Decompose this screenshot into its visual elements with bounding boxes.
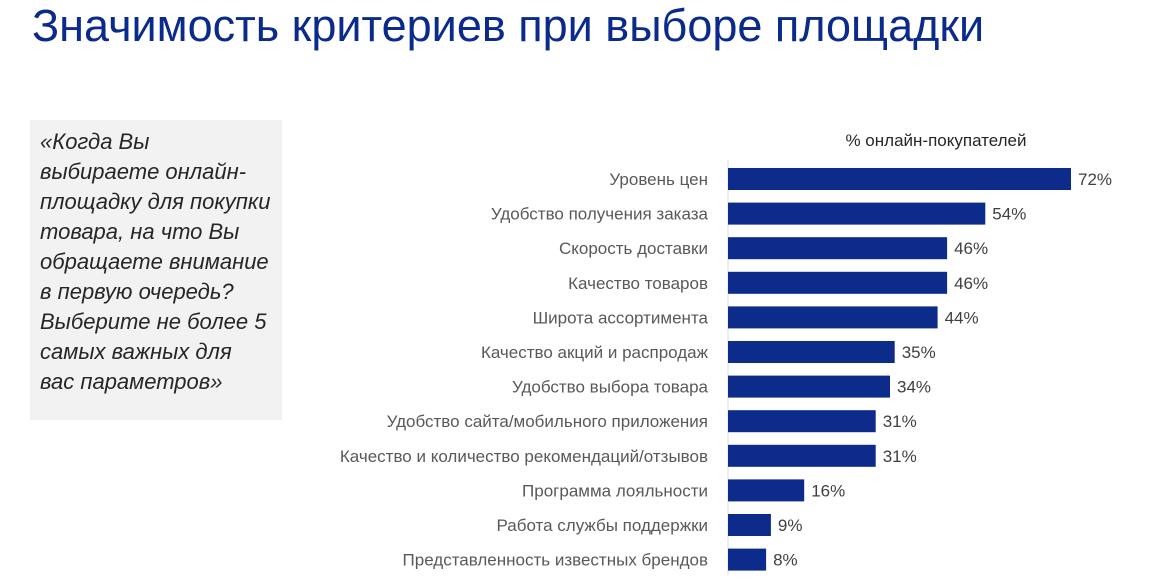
value-label: 8% [773, 551, 798, 570]
category-label: Качество товаров [568, 274, 708, 293]
category-label: Работа службы поддержки [496, 516, 708, 535]
value-label: 72% [1078, 170, 1112, 189]
bar [728, 202, 986, 225]
value-label: 35% [902, 343, 936, 362]
bar [728, 410, 876, 433]
bar [728, 479, 805, 502]
bar [728, 341, 895, 363]
category-label: Представленность известных брендов [403, 551, 708, 570]
category-label: Качество и количество рекомендаций/отзыв… [340, 447, 708, 466]
category-label: Качество акций и распродаж [481, 343, 709, 362]
value-label: 44% [945, 308, 979, 327]
unit-label: % онлайн-покупателей [845, 131, 1026, 150]
category-label: Удобство сайта/мобильного приложения [387, 412, 708, 431]
bar [728, 514, 771, 536]
value-label: 54% [992, 205, 1026, 224]
category-label: Скорость доставки [559, 239, 708, 258]
value-label: 9% [778, 516, 803, 535]
value-label: 16% [811, 481, 845, 500]
value-label: 34% [897, 378, 931, 397]
bars-group: Уровень цен 72% Удобство получения заказа 5… [340, 168, 1112, 571]
category-label: Удобство выбора товара [512, 378, 709, 397]
bar [728, 271, 948, 294]
bar [728, 237, 948, 260]
bar [728, 168, 1071, 190]
survey-question: «Когда Вы выбираете онлайн-площадку для … [40, 129, 271, 394]
bar [728, 548, 767, 571]
value-label: 31% [883, 447, 917, 466]
page-title: Значимость критериев при выборе площадки [32, 0, 985, 51]
bar [728, 375, 890, 398]
category-label: Программа лояльности [522, 481, 708, 500]
bar [728, 306, 938, 329]
category-label: Уровень цен [609, 170, 708, 189]
value-label: 31% [883, 412, 917, 431]
bar [728, 444, 876, 467]
value-label: 46% [954, 239, 988, 258]
question-box: «Когда Вы выбираете онлайн-площадку для … [30, 120, 282, 420]
category-label: Широта ассортимента [533, 308, 709, 327]
category-label: Удобство получения заказа [491, 205, 709, 224]
value-label: 46% [954, 274, 988, 293]
